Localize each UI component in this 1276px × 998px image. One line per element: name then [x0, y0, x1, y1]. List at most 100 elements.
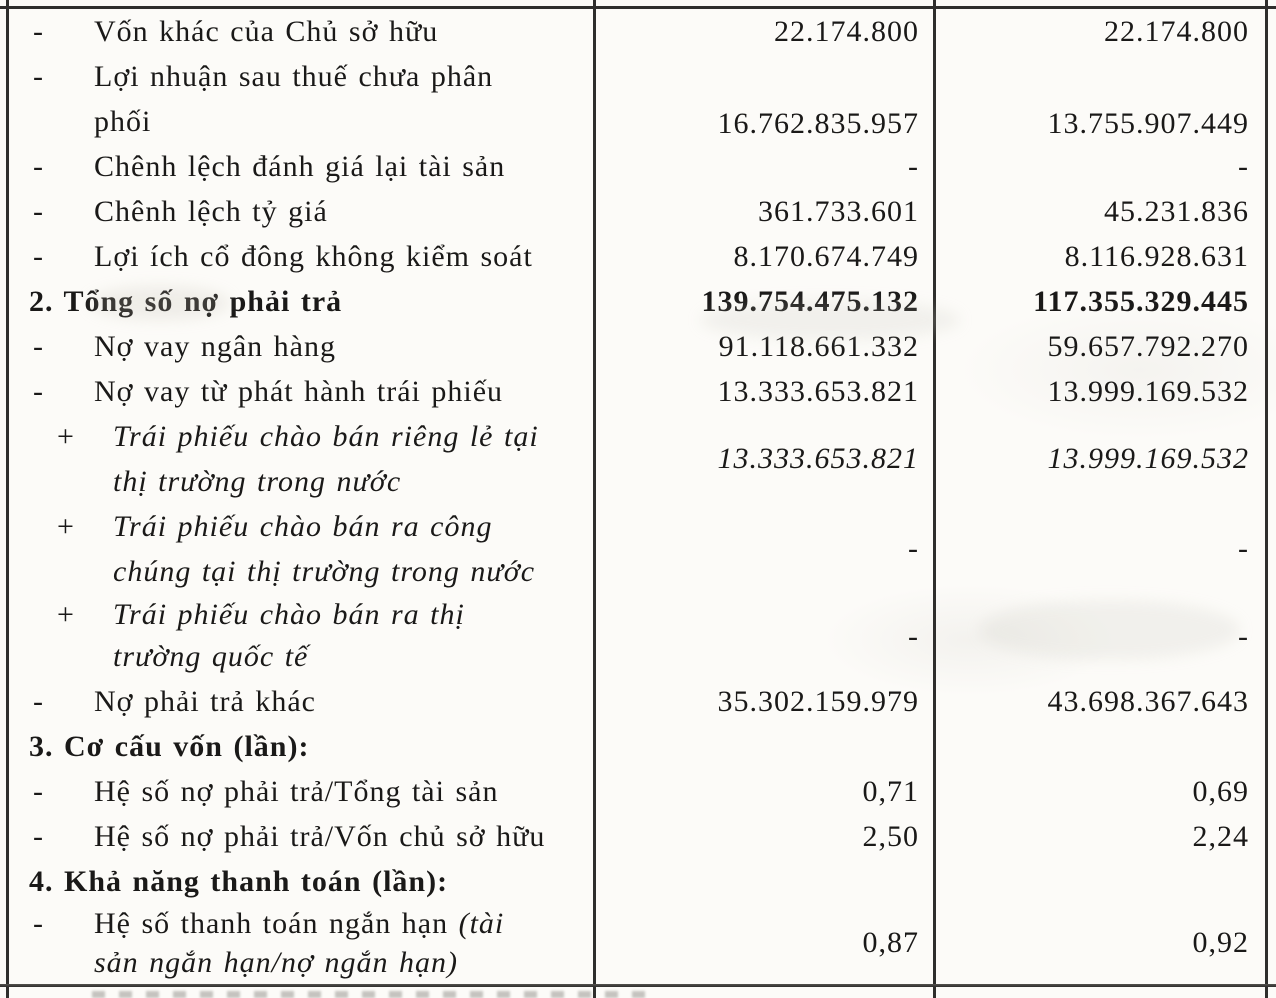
value-current-period: - [593, 144, 933, 189]
table-row: 3. Cơ cấu vốn (lần): [9, 724, 1265, 769]
table-column-separator-1 [593, 0, 596, 998]
label-text: Nợ vay từ phát hành trái phiếu [94, 375, 504, 408]
row-marker: + [57, 510, 75, 543]
table-row: - Lợi nhuận sau thuế chưa phân phối 16.762.… [9, 54, 1265, 144]
table-row: - Lợi ích cổ đông không kiểm soát 8.170.67… [9, 234, 1265, 279]
value-previous-period: 22.174.800 [933, 9, 1265, 54]
label-text: 3. Cơ cấu vốn (lần): [29, 730, 310, 763]
value-current-period-text: 0,87 [862, 926, 919, 959]
value-current-period: 16.762.835.957 [593, 54, 933, 144]
value-current-period-text: 2,50 [862, 819, 919, 853]
value-previous-period-text: 2,24 [1192, 819, 1249, 853]
value-current-period [593, 859, 933, 904]
value-current-period-text: - [908, 149, 919, 183]
cut-off-next-row-remnant [92, 991, 652, 998]
value-current-period-text: 139.754.475.132 [701, 284, 919, 318]
label-line: Lợi ích cổ đông không kiểm soát [94, 234, 593, 279]
value-previous-period [933, 724, 1265, 769]
row-label: - Hệ số nợ phải trả/Tổng tài sản [9, 769, 593, 814]
table-row: - Hệ số nợ phải trả/Vốn chủ sở hữu 2,50 2,2… [9, 814, 1265, 859]
label-line: Nợ vay ngân hàng [94, 324, 593, 369]
row-label: 4. Khả năng thanh toán (lần): [9, 859, 593, 904]
value-previous-period-text: 43.698.367.643 [1047, 684, 1249, 718]
label-line: sản ngắn hạn/nợ ngắn hạn) [94, 943, 593, 982]
label-text: Chênh lệch tỷ giá [94, 195, 328, 228]
row-marker: + [57, 598, 75, 631]
row-marker: - [33, 775, 44, 808]
table-row: - Chênh lệch đánh giá lại tài sản - - [9, 144, 1265, 189]
label-text: Hệ số nợ phải trả/Vốn chủ sở hữu [94, 820, 546, 853]
table-row: - Chênh lệch tỷ giá 361.733.601 45.231.836 [9, 189, 1265, 234]
value-previous-period: 0,69 [933, 769, 1265, 814]
value-current-period: 361.733.601 [593, 189, 933, 234]
value-current-period: - [593, 594, 933, 679]
value-previous-period: 13.999.169.532 [933, 414, 1265, 504]
table-left-border [6, 0, 9, 998]
value-previous-period: 59.657.792.270 [933, 324, 1265, 369]
scan-smudge [90, 286, 230, 320]
row-label: 2. Tổng số nợ phải trả [9, 279, 593, 324]
label-line: phối [94, 99, 593, 144]
value-current-period: - [593, 504, 933, 594]
value-current-period: 139.754.475.132 [593, 279, 933, 324]
row-marker: - [33, 907, 44, 940]
label-line: Hệ số nợ phải trả/Tổng tài sản [94, 769, 593, 814]
table-row: + Trái phiếu chào bán ra thị trường quốc t… [9, 594, 1265, 679]
table-bottom-rule [0, 984, 1276, 987]
table-row: + Trái phiếu chào bán riêng lẻ tại thị trư… [9, 414, 1265, 504]
label-text: 4. Khả năng thanh toán (lần): [29, 865, 449, 898]
row-marker: - [33, 330, 44, 363]
label-text: Trái phiếu chào bán ra công [113, 510, 493, 543]
label-line: thị trường trong nước [113, 459, 593, 504]
label-line: Chênh lệch đánh giá lại tài sản [94, 144, 593, 189]
table-row: - Hệ số thanh toán ngắn hạn (tài sản ngắn … [9, 904, 1265, 982]
row-label: - Nợ vay ngân hàng [9, 324, 593, 369]
label-line: Hệ số thanh toán ngắn hạn (tài [94, 904, 593, 943]
row-label: + Trái phiếu chào bán ra công chúng tại th… [9, 504, 593, 594]
row-marker: - [33, 150, 44, 183]
value-previous-period-text: - [1238, 149, 1249, 183]
label-text: Chênh lệch đánh giá lại tài sản [94, 150, 506, 183]
label-text: phối [94, 105, 152, 138]
label-text: chúng tại thị trường trong nước [113, 555, 536, 588]
row-label: + Trái phiếu chào bán ra thị trường quốc t… [9, 594, 593, 679]
label-text: Vốn khác của Chủ sở hữu [94, 15, 439, 48]
value-current-period: 0,71 [593, 769, 933, 814]
value-previous-period-text: 117.355.329.445 [1033, 284, 1249, 318]
table-row: 4. Khả năng thanh toán (lần): [9, 859, 1265, 904]
label-line: Hệ số nợ phải trả/Vốn chủ sở hữu [94, 814, 593, 859]
label-text: trường quốc tế [113, 640, 309, 673]
value-previous-period: - [933, 594, 1265, 679]
table-row: 2. Tổng số nợ phải trả 139.754.475.132 117… [9, 279, 1265, 324]
value-previous-period: 43.698.367.643 [933, 679, 1265, 724]
label-line: Trái phiếu chào bán ra công [113, 504, 593, 549]
label-text: Nợ vay ngân hàng [94, 330, 336, 363]
value-current-period-text: 91.118.661.332 [718, 329, 919, 363]
scan-smudge [700, 300, 960, 340]
table-rows: - Vốn khác của Chủ sở hữu 22.174.800 22.174… [9, 9, 1265, 982]
value-previous-period-text: 0,69 [1192, 774, 1249, 808]
value-current-period [593, 724, 933, 769]
row-marker: - [33, 375, 44, 408]
value-current-period-text: 35.302.159.979 [717, 684, 919, 718]
label-text: Trái phiếu chào bán ra thị [113, 598, 465, 631]
value-current-period: 22.174.800 [593, 9, 933, 54]
row-marker: - [33, 15, 44, 48]
value-previous-period-text: 8.116.928.631 [1064, 239, 1249, 273]
label-line: Nợ vay từ phát hành trái phiếu [94, 369, 593, 414]
table-column-separator-2 [933, 0, 936, 998]
value-current-period: 13.333.653.821 [593, 414, 933, 504]
value-current-period-text: 0,71 [862, 774, 919, 808]
row-marker: - [33, 685, 44, 718]
label-line: 2. Tổng số nợ phải trả [29, 279, 593, 324]
value-current-period-text: 13.333.653.821 [717, 442, 919, 475]
table-row: - Nợ phải trả khác 35.302.159.979 43.698.36… [9, 679, 1265, 724]
row-marker: - [33, 60, 44, 93]
label-line: Trái phiếu chào bán ra thị [113, 594, 593, 636]
row-label: - Chênh lệch đánh giá lại tài sản [9, 144, 593, 189]
table-top-rule [0, 6, 1276, 9]
label-text: 2. Tổng số nợ phải trả [29, 285, 343, 318]
value-previous-period: - [933, 504, 1265, 594]
value-current-period: 2,50 [593, 814, 933, 859]
